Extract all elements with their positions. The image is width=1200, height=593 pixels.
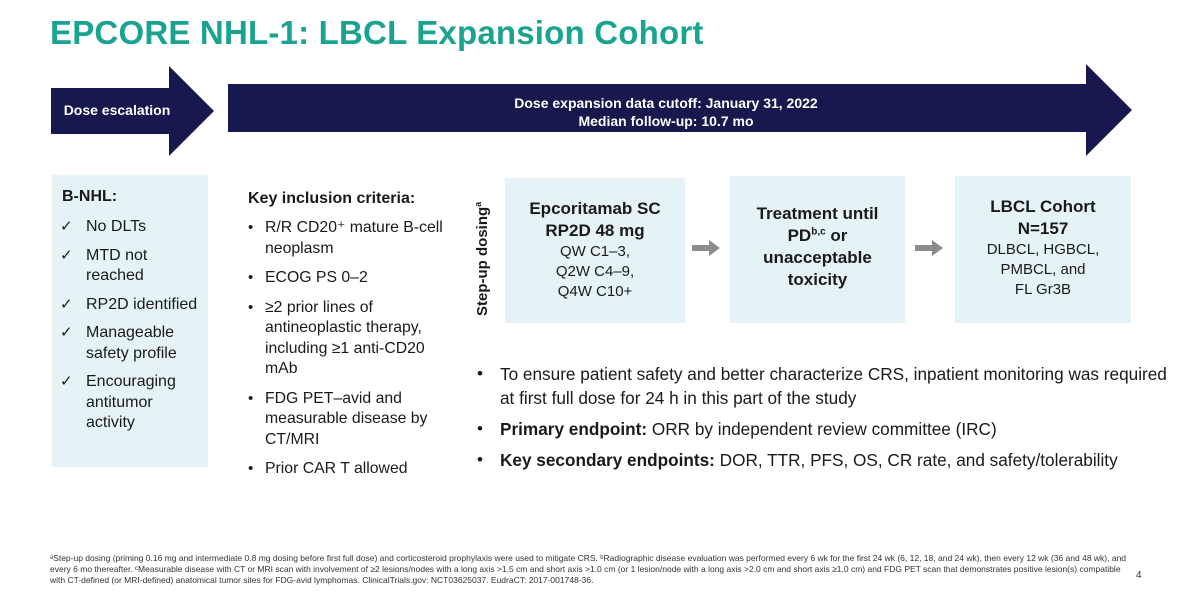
list-item: ✓ No DLTs [60,217,205,238]
list-item: • ≥2 prior lines of antineoplastic thera… [248,298,453,380]
arrow-shape [51,66,214,156]
box-line: Q4W C10+ [557,283,633,300]
list-item: ✓ RP2D identified [60,295,205,316]
pd-text: PD [787,226,812,245]
list-item-text: ECOG PS 0–2 [265,269,368,286]
data-cutoff-text: Dose expansion data cutoff: January 31, … [514,95,818,111]
list-item-text: Primary endpoint: ORR by independent rev… [500,417,997,441]
list-item-text: R/R CD20⁺ mature B-cell neoplasm [265,219,443,257]
dose-expansion-label: Dose expansion data cutoff: January 31, … [228,94,1104,130]
secondary-endpoints-text: DOR, TTR, PFS, OS, CR rate, and safety/t… [714,450,1118,470]
list-item-text: To ensure patient safety and better char… [500,364,1167,408]
page-number: 4 [1136,570,1142,581]
step-up-dosing-text: Step-up dosing [474,207,491,316]
epcoritamab-box: Epcoritamab SC RP2D 48 mg QW C1–3, Q2W C… [505,178,685,323]
list-item: • To ensure patient safety and better ch… [477,362,1167,410]
bullet-icon: • [248,389,254,407]
checkmark-icon: ✓ [60,218,73,235]
inclusion-criteria-heading: Key inclusion criteria: [248,190,416,207]
right-arrow-icon [915,240,943,256]
box-line: toxicity [787,270,848,289]
box-line: FL Gr3B [1014,281,1072,298]
box-title: LBCL Cohort [990,197,1096,216]
list-item-text: MTD not reached [86,246,148,285]
step-up-dosing-sup: a [473,201,483,207]
list-item-text: Manageable safety profile [86,324,177,362]
list-item-text: No DLTs [86,218,147,235]
list-item: • ECOG PS 0–2 [248,268,453,289]
median-follow-up-text: Median follow-up: 10.7 mo [578,113,754,129]
dose-escalation-label: Dose escalation [63,102,171,118]
box-line: DLBCL, HGBCL, [986,241,1100,258]
svg-text:Step-up dosinga: Step-up dosinga [473,201,491,316]
box-title: RP2D 48 mg [545,221,645,240]
inclusion-criteria: Key inclusion criteria: • R/R CD20⁺ matu… [248,190,453,489]
arrow-shape [228,64,1132,156]
list-item-text: Encouraging antitumor activity [86,373,176,431]
right-arrow-icon [692,240,720,256]
b-nhl-heading: B-NHL: [62,188,118,205]
slide-title: EPCORE NHL-1: LBCL Expansion Cohort [50,14,704,51]
list-item: ✓ MTD not reached [60,246,205,287]
study-notes-list: • To ensure patient safety and better ch… [477,362,1167,479]
step-up-dosing-label: Step-up dosinga [458,180,502,320]
box-title: Epcoritamab SC [529,199,661,218]
bullet-icon: • [248,298,254,316]
checkmark-icon: ✓ [60,324,73,341]
list-item: • Prior CAR T allowed [248,459,453,480]
list-item-text: ≥2 prior lines of antineoplastic therapy… [265,298,425,378]
inclusion-criteria-list: • R/R CD20⁺ mature B-cell neoplasm • ECO… [248,218,453,480]
bullet-icon: • [477,419,483,438]
list-item: ✓ Encouraging antitumor activity [60,372,205,434]
list-item: • FDG PET–avid and measurable disease by… [248,389,453,451]
list-item-text: FDG PET–avid and measurable disease by C… [265,389,428,448]
footnote: ᵃStep-up dosing (priming 0.16 mg and int… [50,553,1127,585]
bullet-icon: • [248,460,254,477]
list-item-text: Prior CAR T allowed [265,460,408,477]
pd-superscript: b,c [811,226,826,238]
bullet-icon: • [477,364,483,383]
b-nhl-box: B-NHL: ✓ No DLTs ✓ MTD not reached ✓ RP2… [52,175,208,467]
checkmark-icon: ✓ [60,295,73,313]
list-item: • Key secondary endpoints: DOR, TTR, PFS… [477,448,1167,472]
box-line: Q2W C4–9, [555,263,635,280]
or-text: or [825,226,848,245]
dose-expansion-arrow: Dose expansion data cutoff: January 31, … [228,64,1132,156]
checkmark-icon: ✓ [60,246,73,264]
secondary-endpoints-label: Key secondary endpoints: [500,450,715,470]
box-line: PDb,c or [730,225,905,247]
b-nhl-list: ✓ No DLTs ✓ MTD not reached ✓ RP2D ident… [60,217,205,442]
bullet-icon: • [477,450,483,469]
bullet-icon: • [248,269,254,286]
list-item: • R/R CD20⁺ mature B-cell neoplasm [248,218,453,259]
step-up-dosing-svg: Step-up dosinga [473,201,491,316]
treatment-box: Treatment until PDb,c or unacceptable to… [730,176,905,323]
list-item: ✓ Manageable safety profile [60,323,205,364]
dose-escalation-arrow: Dose escalation [51,66,214,156]
box-line: PMBCL, and [1000,261,1086,278]
primary-endpoint-text: ORR by independent review committee (IRC… [647,419,997,439]
box-line: QW C1–3, [559,243,631,260]
checkmark-icon: ✓ [60,373,73,390]
box-line: Treatment until [756,204,879,223]
box-line: unacceptable [763,248,872,267]
list-item-text: Key secondary endpoints: DOR, TTR, PFS, … [500,448,1118,472]
bullet-icon: • [248,219,254,236]
lbcl-cohort-box: LBCL Cohort N=157 DLBCL, HGBCL, PMBCL, a… [955,176,1131,323]
box-title: N=157 [1017,219,1069,238]
list-item-text: RP2D identified [86,295,198,313]
list-item: • Primary endpoint: ORR by independent r… [477,417,1167,441]
primary-endpoint-label: Primary endpoint: [500,419,648,439]
